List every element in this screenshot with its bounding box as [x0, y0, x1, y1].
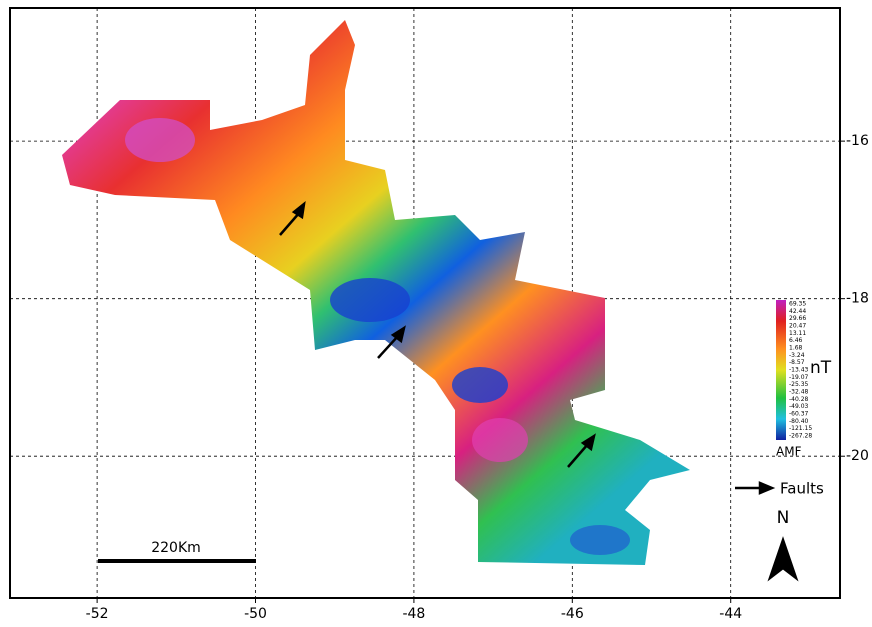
anomaly	[472, 418, 528, 462]
anomaly	[452, 367, 508, 403]
colorbar-tick-label: -3.24	[789, 352, 805, 359]
colorbar-tick-label: -13.43	[789, 367, 809, 374]
colorbar-tick-label: 29.66	[789, 315, 806, 322]
anomaly	[125, 118, 195, 162]
colorbar-tick-label: 20.47	[789, 323, 806, 330]
colorbar	[776, 300, 786, 440]
colorbar-tick-label: 6.46	[789, 337, 803, 344]
colorbar-tick-label: 13.11	[789, 330, 806, 337]
colorbar-tick-label: -19.07	[789, 374, 809, 381]
colorbar-tick-label: -267.28	[789, 433, 812, 440]
north-label: N	[777, 508, 790, 528]
y-tick-label: -18	[846, 291, 869, 307]
y-tick-label: -16	[846, 133, 869, 149]
legend-label: Faults	[780, 480, 824, 498]
x-tick-label: -44	[719, 606, 742, 622]
colorbar-tick-label: 1.68	[789, 345, 803, 352]
colorbar-tick-label: -80.40	[789, 418, 809, 425]
colorbar-unit: nT	[810, 358, 832, 378]
north-arrow	[770, 540, 796, 578]
survey-area	[62, 20, 690, 565]
y-tick-label: -20	[846, 448, 869, 464]
colorbar-tick-label: 69.35	[789, 301, 806, 308]
colorbar-tick-label: -49.03	[789, 403, 809, 410]
colorbar-tick-label: -40.28	[789, 396, 809, 403]
scale-label: 220Km	[151, 540, 201, 556]
colorbar-tick-label: -60.37	[789, 411, 809, 418]
colorbar-label: AMF	[776, 445, 802, 459]
x-tick-label: -50	[244, 606, 267, 622]
anomaly	[570, 525, 630, 555]
x-tick-label: -48	[402, 606, 425, 622]
anomaly	[330, 278, 410, 322]
map: 220Km nT AMF Faults N -52 -50 -48 -46 -44 -16…	[0, 0, 872, 623]
x-tick-label: -46	[561, 606, 584, 622]
colorbar-tick-label: -121.15	[789, 425, 812, 432]
colorbar-tick-label: -25.35	[789, 381, 809, 388]
colorbar-tick-label: -32.48	[789, 389, 809, 396]
arrowhead	[760, 483, 772, 493]
x-tick-label: -52	[86, 606, 109, 622]
colorbar-tick-label: -8.57	[789, 359, 805, 366]
colorbar-tick-label: 42.44	[789, 308, 806, 315]
